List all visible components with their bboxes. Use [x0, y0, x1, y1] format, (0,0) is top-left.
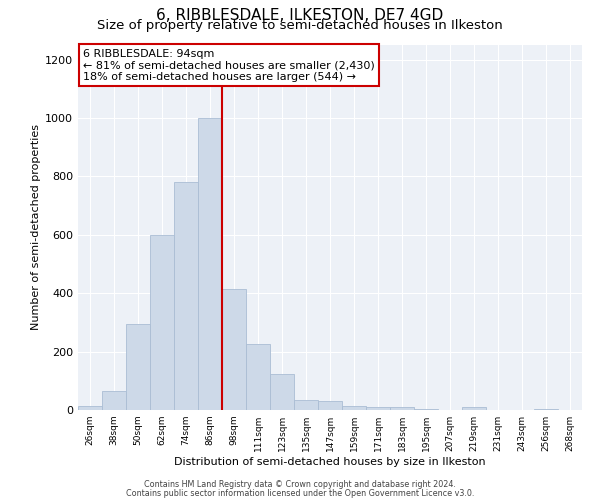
- Bar: [534, 408, 558, 410]
- Bar: [318, 401, 342, 410]
- Text: Contains HM Land Registry data © Crown copyright and database right 2024.: Contains HM Land Registry data © Crown c…: [144, 480, 456, 489]
- Bar: [174, 182, 198, 410]
- Text: Size of property relative to semi-detached houses in Ilkeston: Size of property relative to semi-detach…: [97, 19, 503, 32]
- X-axis label: Distribution of semi-detached houses by size in Ilkeston: Distribution of semi-detached houses by …: [174, 457, 486, 467]
- Bar: [342, 406, 366, 410]
- Bar: [102, 391, 126, 410]
- Bar: [414, 408, 438, 410]
- Bar: [126, 324, 150, 410]
- Text: 6, RIBBLESDALE, ILKESTON, DE7 4GD: 6, RIBBLESDALE, ILKESTON, DE7 4GD: [157, 8, 443, 22]
- Bar: [462, 407, 486, 410]
- Bar: [246, 344, 270, 410]
- Bar: [270, 374, 294, 410]
- Y-axis label: Number of semi-detached properties: Number of semi-detached properties: [31, 124, 41, 330]
- Text: Contains public sector information licensed under the Open Government Licence v3: Contains public sector information licen…: [126, 488, 474, 498]
- Bar: [390, 407, 414, 410]
- Bar: [150, 235, 174, 410]
- Bar: [366, 407, 390, 410]
- Bar: [78, 406, 102, 410]
- Bar: [294, 400, 318, 410]
- Text: 6 RIBBLESDALE: 94sqm
← 81% of semi-detached houses are smaller (2,430)
18% of se: 6 RIBBLESDALE: 94sqm ← 81% of semi-detac…: [83, 48, 375, 82]
- Bar: [198, 118, 222, 410]
- Bar: [222, 289, 246, 410]
